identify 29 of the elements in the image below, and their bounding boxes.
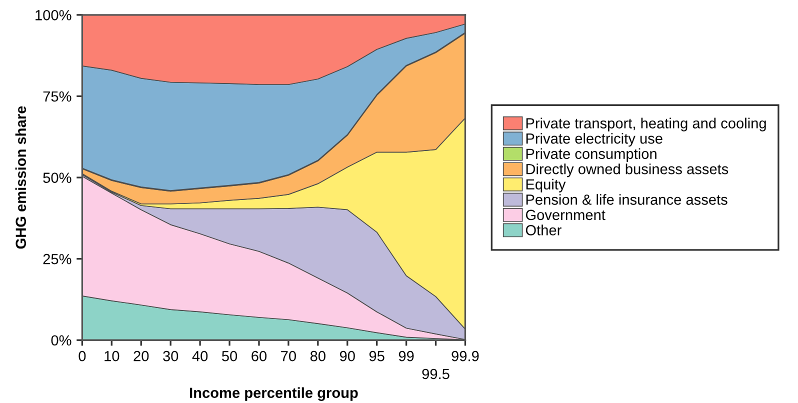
x-tick-label: 10 <box>104 350 120 362</box>
x-tick-label: 60 <box>252 350 267 362</box>
x-tick-label: 90 <box>340 350 355 362</box>
y-tick-label: 50% <box>43 172 72 183</box>
y-tick-label: 75% <box>43 91 72 102</box>
legend-label: Directly owned business assets <box>526 164 728 178</box>
x-tick-label: 30 <box>163 350 178 362</box>
y-tick-label: 25% <box>43 254 72 264</box>
legend-label: Government <box>526 210 606 220</box>
y-tick-label: 100% <box>36 10 72 20</box>
x-tick-label: 70 <box>281 350 296 362</box>
x-tick-label: 99.5 <box>422 368 450 380</box>
x-tick-label: 0 <box>78 350 86 362</box>
x-tick-label: 50 <box>222 350 238 362</box>
legend-label: Private transport, heating and cooling <box>526 118 766 132</box>
x-tick-label: 95 <box>369 350 384 362</box>
legend-label: Private electricity use <box>526 133 662 147</box>
x-axis-title: Income percentile group <box>190 387 358 401</box>
x-tick-label: 20 <box>134 350 149 362</box>
legend-label: Pension & life insurance assets <box>526 194 728 205</box>
x-tick-label: 40 <box>192 350 208 362</box>
x-tick-label: 99.9 <box>452 350 479 362</box>
y-axis-title: GHG emission share <box>15 106 26 249</box>
y-tick-label: 0% <box>51 335 72 346</box>
legend-label: Other <box>526 224 562 236</box>
x-tick-label: 80 <box>310 350 326 362</box>
legend-label: Private consumption <box>526 148 656 162</box>
legend-label: Equity <box>526 178 566 192</box>
x-tick-label: 99 <box>398 350 414 362</box>
